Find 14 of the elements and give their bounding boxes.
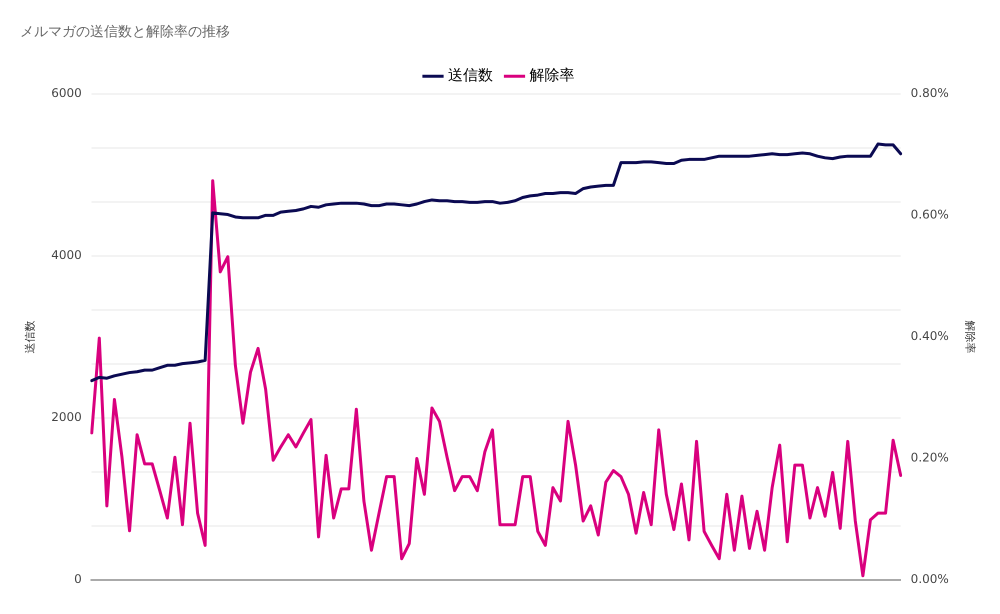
legend-label: 解除率 <box>530 66 574 84</box>
y2-tick-label: 0.80% <box>910 86 949 100</box>
y-axis-title: 送信数 <box>23 320 36 354</box>
legend-label: 送信数 <box>448 66 493 84</box>
y2-tick-label: 0.20% <box>910 450 949 465</box>
y2-tick-label: 0.00% <box>910 572 949 586</box>
chart-title: メルマガの送信数と解除率の推移 <box>20 24 230 40</box>
y-tick-label: 4000 <box>51 248 82 262</box>
y-tick-label: 0 <box>74 572 82 586</box>
y2-tick-label: 0.40% <box>910 329 949 344</box>
y2-tick-label: 0.60% <box>910 207 949 222</box>
y-tick-label: 6000 <box>51 86 82 100</box>
y2-axis-title: 解除率 <box>964 320 977 354</box>
y-tick-label: 2000 <box>51 410 82 424</box>
